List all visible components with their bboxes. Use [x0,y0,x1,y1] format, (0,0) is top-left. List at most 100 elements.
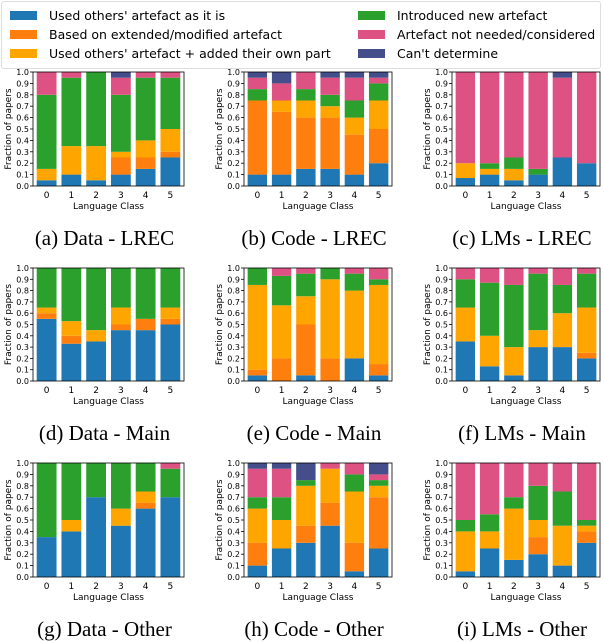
bar-segment [61,343,82,381]
bar-segment [135,140,156,158]
y-tick-label: 0.6 [16,505,29,514]
bar-segment [86,268,107,331]
bar-segment [160,324,181,381]
bar-segment [61,335,82,344]
bar-segment [320,502,340,526]
y-tick-label: 0.9 [16,275,29,284]
bar-segment [504,508,524,560]
bar-segment [504,157,524,169]
bar-segment [247,268,268,285]
bar-segment [135,508,156,577]
bar-segment [36,72,57,95]
bar-segment [576,352,597,359]
bar-segment [344,117,365,135]
y-tick-label: 1.0 [435,264,448,273]
bar-segment [344,273,365,291]
bar-segment [504,284,524,348]
bar-segment [36,537,57,577]
bar-segment [296,100,316,118]
x-tick-label: 4 [560,191,566,201]
bar-segment [344,474,365,492]
y-tick-label: 0.8 [227,91,240,100]
bar-segment [247,100,268,175]
bar-segment [296,485,316,526]
bar-segment [320,525,340,577]
bar-segment [479,168,500,175]
y-tick-label: 0.8 [227,287,240,296]
bar-segment [110,508,131,526]
bar-segment [552,491,573,526]
y-tick-label: 0.7 [16,493,29,502]
x-tick-label: 3 [118,582,124,592]
x-tick-label: 5 [376,386,382,396]
y-tick-label: 0.0 [16,182,29,191]
x-axis-label: Language Class [491,397,562,407]
y-tick-label: 0.6 [16,114,29,123]
bar-segment [135,77,156,141]
bar-segment [504,168,524,181]
x-tick-label: 1 [279,191,285,201]
bar-segment [36,168,57,181]
bar-segment [368,548,389,577]
bar-segment [455,178,476,186]
legend-label: Can't determine [397,46,499,61]
bar-segment [271,111,292,175]
bar-segment [368,463,389,475]
bar-segment [271,83,292,101]
x-tick-label: 0 [462,582,468,592]
y-tick-label: 0.4 [16,332,29,341]
legend-swatch [10,11,37,20]
x-axis-label: Language Class [491,202,562,212]
legend-item: Used others' artefact + added their own … [10,46,331,61]
bar-segment [135,463,156,492]
bar-segment [271,305,292,359]
bar-segment [135,157,156,169]
bar-segment [61,268,82,322]
bar-segment [479,335,500,367]
y-tick-label: 0.1 [16,366,29,375]
bar-segment [110,324,131,331]
subplot: 0 1 2 3 4 5 0.0 0.1 0.2 0.3 0.4 0.5 0.6 0.7 0.8 0.9 1.0 L… [215,264,393,407]
y-tick-label: 1.0 [16,459,29,468]
bar-segment [368,77,389,84]
y-tick-label: 0.5 [16,516,29,525]
y-tick-label: 0.0 [227,377,240,386]
bar-segment [504,72,524,158]
y-tick-label: 0.7 [227,493,240,502]
legend-label: Based on extended/modified artefact [49,27,282,42]
x-tick-label: 1 [279,582,285,592]
y-tick-label: 0.5 [435,321,448,330]
x-tick-label: 3 [118,191,124,201]
bar-segment [576,268,597,274]
y-tick-label: 0.0 [227,182,240,191]
y-tick-label: 0.6 [435,114,448,123]
legend-item: Used others' artefact as it is [10,8,225,23]
bar-segment [296,89,316,101]
bar-segment [110,72,131,78]
y-tick-label: 1.0 [435,68,448,77]
x-tick-label: 4 [143,386,149,396]
bar-segment [160,463,181,469]
bar-segment [247,369,268,376]
bar-segment [552,157,573,186]
bar-segment [160,157,181,186]
bar-segment [36,307,57,314]
bar-segment [576,307,597,353]
y-tick-label: 0.9 [435,470,448,479]
bar-segment [576,163,597,186]
bar-segment [110,151,131,158]
x-tick-label: 0 [254,582,260,592]
y-tick-label: 1.0 [16,264,29,273]
y-tick-label: 0.8 [16,482,29,491]
y-axis-label: Fraction of papers [423,88,433,170]
y-tick-label: 0.1 [16,171,29,180]
y-tick-label: 0.4 [227,527,240,536]
bar-segment [528,347,548,381]
bar-segment [160,497,181,577]
y-tick-label: 0.5 [227,321,240,330]
bar-segment [528,537,548,555]
bar-segment [320,268,340,280]
bar-segment [135,168,156,186]
y-tick-label: 0.7 [435,102,448,111]
subplot: 0 1 2 3 4 5 0.0 0.1 0.2 0.3 0.4 0.5 0.6 0.7 0.8 0.9 1.0 L… [423,68,601,212]
